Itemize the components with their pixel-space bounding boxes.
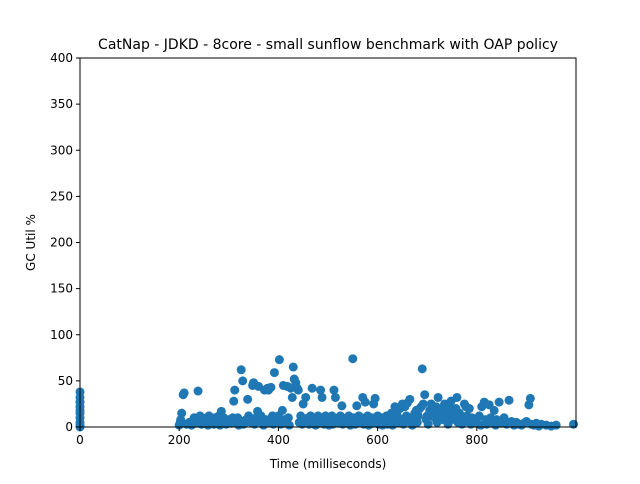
data-point — [230, 385, 240, 395]
data-point — [420, 390, 430, 400]
data-point — [236, 365, 246, 375]
x-axis-label: Time (milliseconds) — [269, 457, 387, 471]
data-point — [551, 420, 561, 430]
data-point — [317, 392, 327, 402]
data-point — [443, 419, 453, 429]
data-point — [177, 408, 187, 418]
x-tick-label: 800 — [465, 433, 488, 447]
data-point — [284, 420, 294, 430]
data-point — [360, 397, 370, 407]
plot-area — [80, 58, 576, 427]
data-point — [504, 395, 514, 405]
data-point — [274, 355, 284, 365]
data-point — [489, 405, 499, 415]
y-tick-label: 0 — [65, 420, 73, 434]
data-point — [179, 388, 189, 398]
y-tick-label: 100 — [50, 328, 73, 342]
data-point — [301, 392, 311, 402]
y-tick-label: 250 — [50, 189, 73, 203]
data-point — [370, 393, 380, 403]
data-point — [330, 392, 340, 402]
data-point — [405, 394, 415, 404]
data-point — [348, 354, 358, 364]
y-tick-label: 300 — [50, 143, 73, 157]
data-point — [337, 401, 347, 411]
data-point — [433, 392, 443, 402]
x-tick-label: 0 — [76, 433, 84, 447]
data-point — [316, 385, 326, 395]
axes-layer: 0 200 400 600 800 0 50 100 150 200 250 300 350 400 — [50, 51, 577, 447]
y-tick-label: 50 — [58, 374, 73, 388]
data-point — [269, 368, 279, 378]
chart-title: CatNap - JDKD - 8core - small sunflow be… — [98, 37, 558, 53]
data-point — [243, 394, 253, 404]
data-point — [277, 405, 287, 415]
y-tick-label: 150 — [50, 282, 73, 296]
y-tick-label: 350 — [50, 97, 73, 111]
data-point — [418, 399, 428, 409]
data-point — [525, 393, 535, 403]
data-point — [423, 419, 433, 429]
data-point — [452, 392, 462, 402]
data-point — [307, 383, 317, 393]
data-point — [329, 385, 339, 395]
x-tick-label: 200 — [168, 433, 191, 447]
data-point — [352, 401, 362, 411]
data-point — [288, 362, 298, 372]
data-point — [287, 392, 297, 402]
data-point — [494, 397, 504, 407]
data-point — [238, 376, 248, 386]
data-point — [293, 385, 303, 395]
data-point — [417, 364, 427, 374]
y-axis-label: GC Util % — [24, 214, 38, 271]
y-tick-label: 400 — [50, 51, 73, 65]
data-point — [266, 382, 276, 392]
data-point — [229, 396, 239, 406]
data-point — [193, 386, 203, 396]
points-layer — [75, 354, 579, 432]
data-point — [464, 404, 474, 414]
data-point — [283, 413, 293, 423]
x-tick-label: 600 — [366, 433, 389, 447]
data-point — [413, 411, 423, 421]
x-tick-label: 400 — [267, 433, 290, 447]
y-tick-label: 200 — [50, 236, 73, 250]
